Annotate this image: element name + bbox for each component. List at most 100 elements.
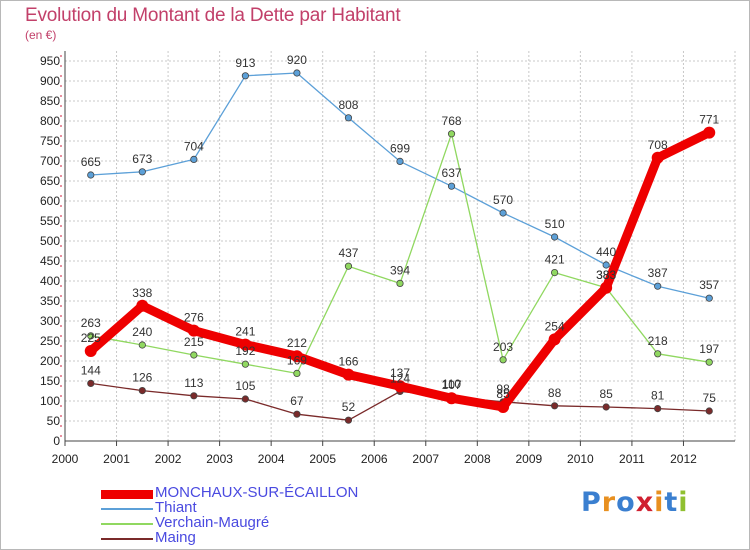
y-tick-label: 650 <box>40 174 60 188</box>
y-tick-label: 900 <box>40 74 60 88</box>
y-tick-label: 450 <box>40 254 60 268</box>
data-label: 215 <box>184 335 204 349</box>
data-label: 197 <box>699 342 719 356</box>
data-point <box>705 407 713 415</box>
data-label: 105 <box>235 379 255 393</box>
data-label: 67 <box>290 394 304 408</box>
data-label: 126 <box>132 371 152 385</box>
data-label: 665 <box>81 155 101 169</box>
data-point <box>602 403 610 411</box>
data-point <box>187 324 200 337</box>
legend-swatch <box>101 538 153 540</box>
data-label: 394 <box>390 263 410 277</box>
legend-label: Verchain-Maugré <box>155 514 270 531</box>
x-tick-label: 2003 <box>206 452 233 466</box>
data-point <box>551 268 559 277</box>
data-point <box>551 233 559 241</box>
data-point <box>290 350 303 363</box>
data-point <box>447 130 456 138</box>
y-tick-label: 200 <box>40 354 60 368</box>
data-point <box>705 358 713 366</box>
legend-swatch <box>101 508 153 510</box>
data-point <box>241 360 249 368</box>
chart-title: Evolution du Montant de la Dette par Hab… <box>25 5 401 26</box>
x-tick-label: 2009 <box>515 452 542 466</box>
data-point <box>551 402 559 410</box>
data-point <box>654 404 662 413</box>
data-point <box>499 209 507 217</box>
x-tick-labels: 2000 2001 2002 2003 2004 2005 2006 2007 2008 2009… <box>52 452 697 466</box>
logo-letter: t <box>664 487 679 518</box>
data-label: 357 <box>699 278 719 292</box>
data-label: 254 <box>545 319 565 333</box>
logo-letter: P <box>581 487 602 518</box>
data-label: 383 <box>596 268 616 282</box>
data-point <box>654 282 662 290</box>
y-tick-label: 700 <box>40 154 60 168</box>
y-tick-label: 750 <box>40 134 60 148</box>
data-label: 338 <box>132 286 152 300</box>
data-point <box>239 338 252 351</box>
data-point <box>87 332 95 340</box>
data-point <box>84 345 97 357</box>
logo-letter: r <box>601 487 617 518</box>
legend-swatch <box>101 523 153 525</box>
x-tick-label: 2002 <box>155 452 182 466</box>
data-label: 637 <box>442 166 462 180</box>
y-tick-label: 550 <box>40 214 60 228</box>
y-tick-labels: 0 50 100 150 200 250 300 350 400 450 500 550 600 650 7… <box>40 54 60 448</box>
data-label: 85 <box>599 387 613 401</box>
data-point <box>138 168 146 176</box>
data-point <box>241 395 249 403</box>
data-point <box>651 151 664 164</box>
data-point <box>654 350 662 358</box>
data-label: 124 <box>390 371 410 385</box>
logo-letter: x <box>635 487 655 518</box>
legend-swatch <box>101 490 153 499</box>
data-label: 192 <box>235 344 255 358</box>
data-label: 52 <box>342 400 356 414</box>
data-point <box>396 279 404 287</box>
data-label: 768 <box>442 114 462 128</box>
y-tick-label: 100 <box>40 394 60 408</box>
data-point <box>396 157 404 165</box>
data-label: 510 <box>545 217 565 231</box>
data-point <box>344 416 353 424</box>
data-point <box>342 368 355 381</box>
data-point <box>136 299 149 312</box>
data-label: 218 <box>648 334 668 348</box>
legend-label: MONCHAUX-SUR-ÉCAILLON <box>155 484 359 501</box>
data-label: 771 <box>699 113 719 127</box>
data-label: 673 <box>132 152 152 166</box>
data-label: 81 <box>651 389 665 403</box>
data-label: 113 <box>184 376 203 390</box>
data-point <box>293 410 301 418</box>
data-label: 107 <box>442 378 462 392</box>
data-point <box>190 392 198 400</box>
y-tick-label: 500 <box>40 234 60 248</box>
data-label: 169 <box>287 353 307 367</box>
data-point <box>138 341 146 349</box>
data-point <box>497 401 510 413</box>
data-point <box>293 69 301 77</box>
data-label: 110 <box>442 377 461 391</box>
logo-letter: o <box>616 487 636 518</box>
data-label: 437 <box>338 246 358 260</box>
data-label: 98 <box>496 382 510 396</box>
logo-letter: i <box>654 487 665 518</box>
data-labels: 225 338 276 241 212 166 137 107 85 254 383 708 771 66… <box>81 53 720 414</box>
data-point <box>190 351 198 359</box>
data-point <box>293 369 301 377</box>
data-label: 421 <box>545 253 565 267</box>
x-tick-label: 2000 <box>52 452 79 466</box>
data-label: 212 <box>287 336 307 350</box>
data-label: 166 <box>338 355 358 369</box>
axes <box>60 51 735 446</box>
data-point <box>445 392 458 405</box>
data-point <box>241 72 249 80</box>
data-point <box>394 380 406 393</box>
data-label: 699 <box>390 141 410 155</box>
legend-label: Maing <box>155 529 196 546</box>
